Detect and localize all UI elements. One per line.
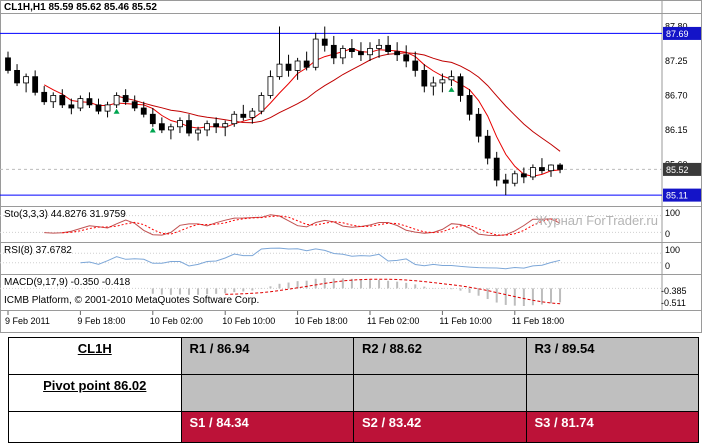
resistance-3-cell: R3 / 89.54	[525, 337, 699, 375]
svg-text:11 Feb 10:00: 11 Feb 10:00	[439, 316, 491, 326]
main-price-panel	[0, 32, 662, 196]
chart-window: 87.8087.2586.7086.1585.6087.6985.1185.52…	[0, 0, 702, 333]
pivot-symbol: CL1H	[77, 341, 112, 356]
price-chart-canvas[interactable]: 87.8087.2586.7086.1585.6087.6985.1185.52…	[0, 0, 702, 333]
signal-markers	[113, 86, 455, 133]
resistance-2-cell: R2 / 88.62	[353, 337, 527, 375]
svg-text:87.25: 87.25	[665, 56, 688, 66]
support-2-cell: S2 / 83.42	[353, 411, 527, 443]
svg-text:9 Feb 18:00: 9 Feb 18:00	[77, 316, 125, 326]
macd-panel	[0, 278, 662, 306]
pivot-symbol-cell: CL1H	[8, 337, 182, 375]
svg-text:85.52: 85.52	[666, 165, 689, 175]
svg-text:10 Feb 10:00: 10 Feb 10:00	[222, 316, 275, 326]
pivot-table: CL1H R1 / 86.94 R2 / 88.62 R3 / 89.54 Pi…	[8, 337, 699, 443]
empty-cell	[8, 411, 182, 443]
stochastic-panel	[0, 214, 662, 237]
svg-text:9 Feb 2011: 9 Feb 2011	[5, 316, 50, 326]
svg-text:86.70: 86.70	[665, 90, 688, 100]
svg-text:87.80: 87.80	[665, 22, 688, 32]
pivot-point-label: Pivot point 86.02	[43, 378, 147, 393]
time-axis: 9 Feb 2011 9 Feb 18:00 10 Feb 02:00 10 Feb …	[5, 311, 564, 326]
svg-text:11 Feb 18:00: 11 Feb 18:00	[512, 316, 564, 326]
panel-frame	[0, 0, 702, 333]
candles-layer	[5, 26, 563, 196]
resistance-1-cell: R1 / 86.94	[180, 337, 354, 375]
moving-averages	[43, 47, 561, 177]
rsi-panel	[0, 247, 662, 270]
support-1-cell: S1 / 84.34	[180, 411, 354, 443]
support-3-cell: S3 / 81.74	[525, 411, 699, 443]
gray-spacer-cell	[353, 374, 527, 412]
svg-text:10 Feb 02:00: 10 Feb 02:00	[150, 316, 203, 326]
gray-spacer-cell	[180, 374, 354, 412]
svg-text:11 Feb 02:00: 11 Feb 02:00	[367, 316, 419, 326]
svg-text:10 Feb 18:00: 10 Feb 18:00	[295, 316, 348, 326]
svg-text:86.15: 86.15	[665, 125, 688, 135]
gray-spacer-cell	[525, 374, 699, 412]
pivot-point-cell: Pivot point 86.02	[8, 374, 182, 412]
svg-text:85.11: 85.11	[666, 191, 688, 201]
svg-text:87.69: 87.69	[666, 29, 689, 39]
